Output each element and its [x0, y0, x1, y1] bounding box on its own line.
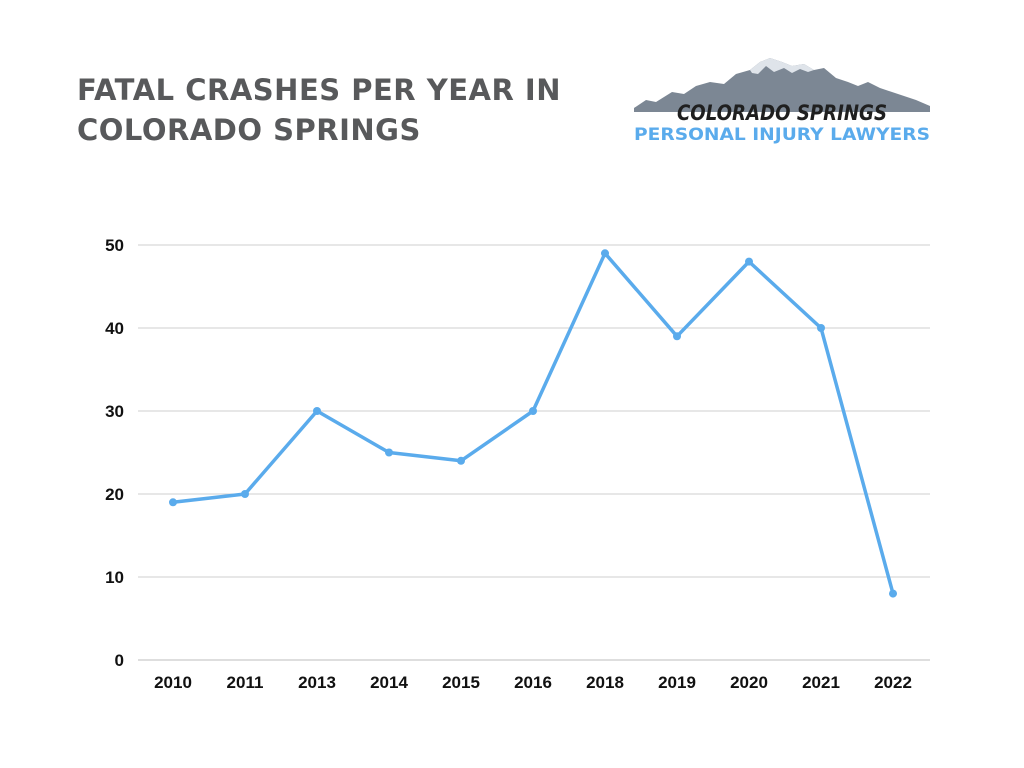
data-point	[313, 407, 321, 415]
data-point	[601, 249, 609, 258]
series-line	[171, 251, 895, 596]
data-point	[745, 257, 753, 266]
y-tick-label: 10	[105, 568, 124, 587]
chart-title-line-1: FATAL CRASHES PER YEAR IN	[77, 73, 561, 107]
chart-title: FATAL CRASHES PER YEAR IN COLORADO SPRIN…	[77, 70, 617, 150]
brand-logo: COLORADO SPRINGS PERSONAL INJURY LAWYERS	[632, 56, 932, 148]
logo-line-1: COLORADO SPRINGS	[677, 101, 887, 125]
x-tick-label: 2020	[730, 673, 768, 692]
data-point	[817, 324, 825, 332]
y-tick-label: 50	[105, 236, 124, 255]
data-point	[241, 490, 249, 498]
x-tick-label: 2010	[154, 673, 192, 692]
x-tick-label: 2015	[442, 673, 480, 692]
chart-title-line-2: COLORADO SPRINGS	[77, 113, 421, 147]
x-tick-label: 2021	[802, 673, 840, 692]
x-tick-label: 2011	[227, 673, 264, 692]
data-point	[529, 407, 537, 415]
x-tick-label: 2014	[370, 673, 408, 692]
logo-line-2: PERSONAL INJURY LAWYERS	[634, 125, 930, 145]
y-tick-label: 0	[115, 651, 124, 670]
data-point	[169, 498, 177, 507]
data-point	[457, 456, 465, 465]
x-tick-label: 2016	[514, 673, 552, 692]
y-tick-label: 20	[105, 485, 124, 504]
x-tick-label: 2018	[586, 673, 624, 692]
mountain-range-icon	[634, 58, 930, 112]
x-tick-label: 2013	[298, 673, 336, 692]
data-point	[673, 332, 681, 341]
data-point	[889, 589, 897, 598]
data-point	[385, 448, 393, 457]
x-tick-label: 2019	[658, 673, 696, 692]
x-tick-label: 2022	[874, 673, 912, 692]
y-tick-label: 40	[105, 319, 124, 338]
y-tick-label: 30	[105, 402, 124, 421]
